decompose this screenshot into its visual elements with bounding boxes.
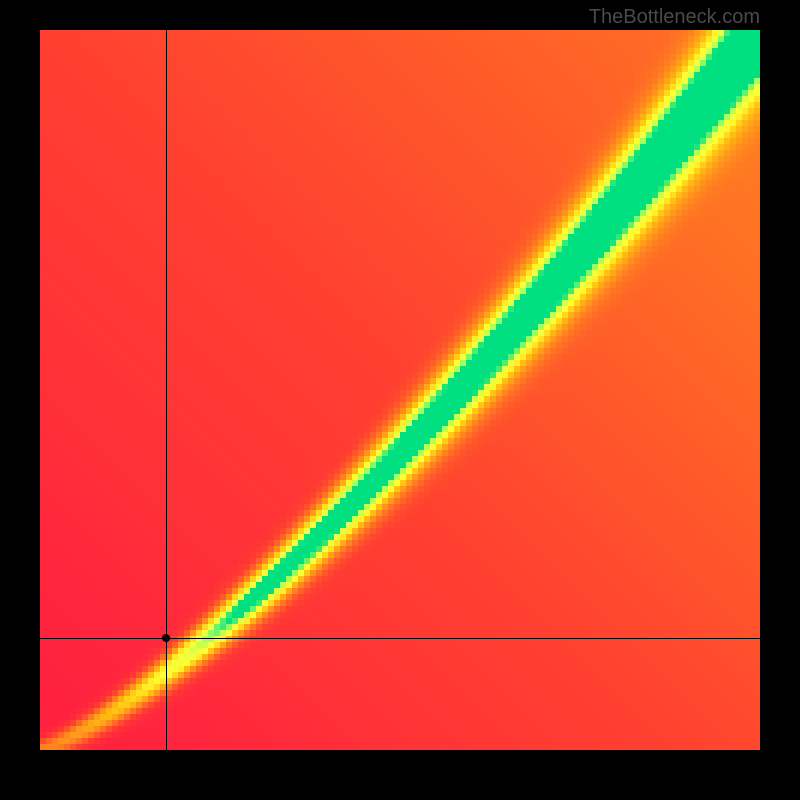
crosshair-horizontal	[40, 638, 760, 639]
heatmap-plot-area	[40, 30, 760, 750]
marker-dot	[162, 634, 170, 642]
heatmap-canvas	[40, 30, 760, 750]
watermark-text: TheBottleneck.com	[589, 6, 760, 29]
